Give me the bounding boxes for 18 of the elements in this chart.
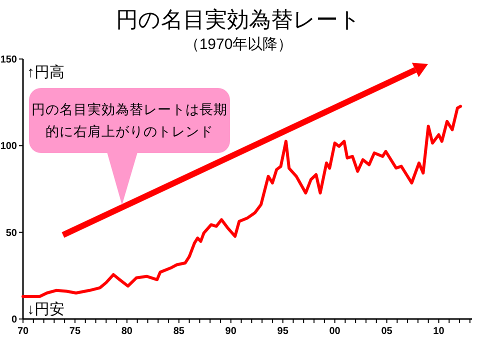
x-tick-label: 80: [121, 326, 133, 337]
subtitle: （1970年以降）: [184, 36, 293, 53]
x-tick-label: 00: [329, 326, 341, 337]
x-tick-label: 75: [69, 326, 81, 337]
x-tick-label: 70: [17, 326, 29, 337]
x-tick-label: 10: [433, 326, 445, 337]
annotation: ↑円高: [27, 64, 64, 81]
x-tick-label: 90: [225, 326, 237, 337]
x-tick-label: 05: [381, 326, 393, 337]
x-tick-label: 95: [277, 326, 289, 337]
annotation: 円の名目実効為替レートは長期的に右肩上がりのトレンド: [32, 102, 228, 139]
y-tick-label: 150: [0, 54, 18, 66]
title: 円の名目実効為替レート: [116, 7, 361, 32]
y-tick-label: 0: [11, 314, 18, 326]
annotation: ↓円安: [27, 301, 64, 318]
y-tick-label: 100: [0, 141, 18, 152]
x-tick-label: 85: [173, 326, 185, 337]
y-tick-label: 50: [6, 228, 18, 239]
